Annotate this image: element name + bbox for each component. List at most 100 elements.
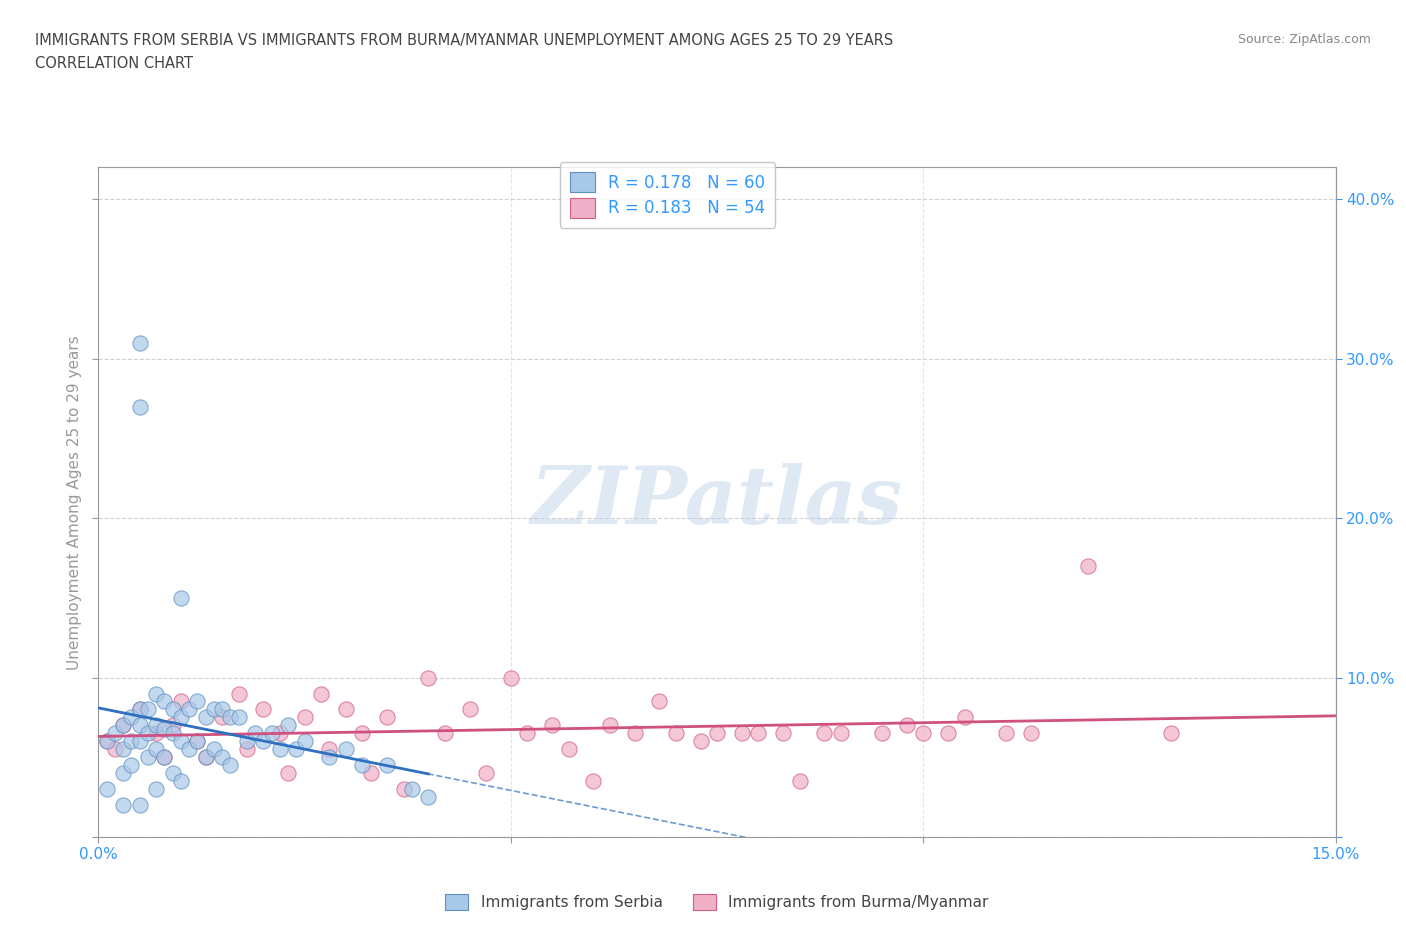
Point [418,671,440,685]
Point [335,742,357,757]
Point [994,726,1017,741]
Point [789,774,811,789]
Point [689,734,711,749]
Point [145,686,167,701]
Point [623,726,645,741]
Point [202,702,225,717]
Point [96,782,118,797]
Point [318,750,340,764]
Point [260,726,283,741]
Point [252,702,274,717]
Point [360,765,382,780]
Point [352,726,374,741]
Point [186,694,208,709]
Point [112,718,135,733]
Point [953,710,976,724]
Point [418,790,440,804]
Text: CORRELATION CHART: CORRELATION CHART [35,56,193,71]
Point [96,734,118,749]
Point [194,750,217,764]
Point [557,742,579,757]
Point [179,742,201,757]
Point [194,750,217,764]
Point [170,710,193,724]
Point [706,726,728,741]
Point [541,718,564,733]
Point [269,726,291,741]
Point [162,726,184,741]
Point [202,742,225,757]
Point [186,734,208,749]
Point [772,726,794,741]
Point [252,734,274,749]
Point [896,718,918,733]
Point [243,726,266,741]
Point [153,750,176,764]
Point [128,336,150,351]
Point [128,718,150,733]
Point [1077,559,1099,574]
Point [194,710,217,724]
Point [499,671,522,685]
Point [870,726,893,741]
Point [170,591,193,605]
Point [433,726,456,741]
Point [912,726,935,741]
Point [112,742,135,757]
Point [335,702,357,717]
Legend: Immigrants from Serbia, Immigrants from Burma/Myanmar: Immigrants from Serbia, Immigrants from … [439,888,995,916]
Point [96,734,118,749]
Point [128,734,150,749]
Point [120,734,142,749]
Point [179,702,201,717]
Text: IMMIGRANTS FROM SERBIA VS IMMIGRANTS FROM BURMA/MYANMAR UNEMPLOYMENT AMONG AGES : IMMIGRANTS FROM SERBIA VS IMMIGRANTS FRO… [35,33,893,47]
Point [211,702,233,717]
Point [228,710,250,724]
Point [747,726,769,741]
Point [236,742,259,757]
Point [599,718,621,733]
Point [170,734,193,749]
Point [128,702,150,717]
Point [731,726,754,741]
Point [120,758,142,773]
Text: Source: ZipAtlas.com: Source: ZipAtlas.com [1237,33,1371,46]
Point [211,710,233,724]
Y-axis label: Unemployment Among Ages 25 to 29 years: Unemployment Among Ages 25 to 29 years [66,335,82,670]
Point [145,726,167,741]
Point [112,798,135,813]
Point [936,726,959,741]
Point [352,758,374,773]
Point [830,726,852,741]
Point [145,782,167,797]
Point [211,750,233,764]
Point [145,742,167,757]
Point [170,774,193,789]
Point [153,750,176,764]
Point [128,399,150,414]
Point [318,742,340,757]
Point [104,726,127,741]
Point [813,726,835,741]
Text: ZIPatlas: ZIPatlas [531,463,903,541]
Point [128,798,150,813]
Point [277,765,299,780]
Point [162,718,184,733]
Point [294,710,316,724]
Point [162,702,184,717]
Point [153,694,176,709]
Point [1160,726,1182,741]
Point [392,782,415,797]
Point [375,710,398,724]
Point [458,702,481,717]
Point [186,734,208,749]
Point [228,686,250,701]
Point [401,782,423,797]
Point [153,721,176,736]
Point [648,694,671,709]
Point [294,734,316,749]
Point [1019,726,1042,741]
Point [136,702,159,717]
Point [236,734,259,749]
Point [516,726,538,741]
